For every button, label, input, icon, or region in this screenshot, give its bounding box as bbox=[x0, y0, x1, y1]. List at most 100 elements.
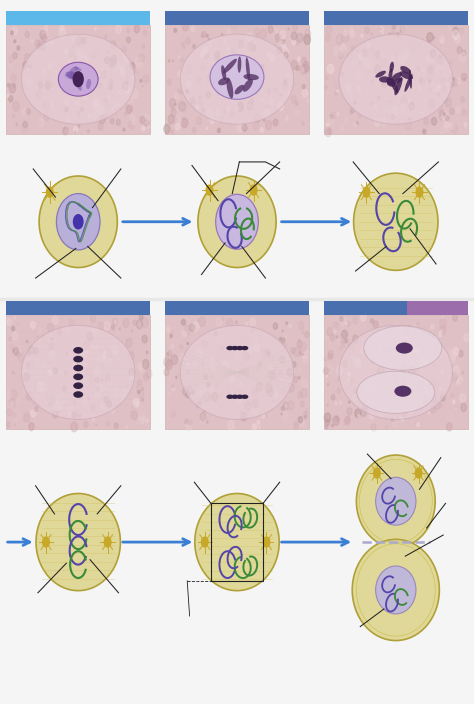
Circle shape bbox=[396, 32, 399, 37]
Circle shape bbox=[448, 77, 455, 87]
Circle shape bbox=[27, 375, 30, 378]
Circle shape bbox=[362, 50, 367, 57]
Ellipse shape bbox=[339, 34, 453, 124]
Circle shape bbox=[423, 400, 426, 405]
Circle shape bbox=[92, 111, 97, 119]
Circle shape bbox=[455, 407, 457, 410]
Circle shape bbox=[175, 327, 176, 329]
Circle shape bbox=[7, 319, 11, 326]
Circle shape bbox=[201, 363, 204, 367]
Circle shape bbox=[140, 63, 144, 70]
Circle shape bbox=[192, 322, 199, 332]
Circle shape bbox=[434, 346, 441, 355]
Circle shape bbox=[419, 358, 425, 367]
Circle shape bbox=[231, 47, 236, 54]
Circle shape bbox=[451, 372, 457, 382]
Circle shape bbox=[254, 367, 258, 374]
Circle shape bbox=[43, 537, 49, 547]
Circle shape bbox=[216, 318, 222, 327]
Circle shape bbox=[455, 406, 458, 410]
Circle shape bbox=[346, 400, 352, 408]
Circle shape bbox=[387, 101, 392, 108]
Ellipse shape bbox=[375, 70, 386, 77]
Circle shape bbox=[37, 382, 43, 391]
Circle shape bbox=[169, 393, 170, 395]
Circle shape bbox=[415, 355, 420, 363]
Circle shape bbox=[353, 316, 358, 324]
Circle shape bbox=[327, 404, 328, 406]
Ellipse shape bbox=[356, 455, 435, 548]
Circle shape bbox=[388, 349, 389, 351]
Circle shape bbox=[109, 84, 112, 90]
Circle shape bbox=[256, 382, 262, 391]
Circle shape bbox=[65, 130, 68, 134]
Circle shape bbox=[375, 51, 380, 58]
Circle shape bbox=[275, 34, 279, 40]
Circle shape bbox=[429, 381, 435, 389]
Circle shape bbox=[395, 53, 396, 56]
Circle shape bbox=[28, 375, 30, 376]
Circle shape bbox=[347, 54, 353, 62]
Circle shape bbox=[350, 111, 352, 115]
Circle shape bbox=[69, 58, 73, 63]
Circle shape bbox=[270, 367, 273, 371]
Circle shape bbox=[453, 400, 455, 403]
Circle shape bbox=[380, 26, 383, 32]
Circle shape bbox=[401, 105, 405, 113]
Circle shape bbox=[99, 363, 103, 370]
Circle shape bbox=[9, 84, 16, 93]
Circle shape bbox=[45, 25, 48, 30]
Bar bbox=[6, 315, 151, 429]
Circle shape bbox=[104, 322, 110, 330]
Circle shape bbox=[282, 338, 285, 343]
Circle shape bbox=[62, 89, 65, 94]
Circle shape bbox=[29, 96, 30, 98]
Circle shape bbox=[259, 363, 261, 366]
Circle shape bbox=[413, 348, 419, 357]
Circle shape bbox=[199, 401, 201, 404]
Circle shape bbox=[390, 66, 392, 69]
Circle shape bbox=[335, 34, 340, 42]
Circle shape bbox=[60, 64, 62, 67]
Circle shape bbox=[252, 408, 257, 416]
Circle shape bbox=[137, 379, 142, 386]
Circle shape bbox=[140, 116, 145, 123]
Ellipse shape bbox=[73, 356, 83, 363]
Circle shape bbox=[46, 40, 49, 46]
Circle shape bbox=[126, 360, 127, 363]
Bar bbox=[6, 25, 151, 134]
Circle shape bbox=[26, 64, 30, 70]
Circle shape bbox=[355, 122, 358, 125]
Circle shape bbox=[56, 398, 59, 402]
Circle shape bbox=[301, 68, 304, 72]
Circle shape bbox=[68, 118, 74, 127]
Circle shape bbox=[29, 346, 34, 354]
Ellipse shape bbox=[354, 173, 438, 270]
Circle shape bbox=[210, 357, 217, 367]
Circle shape bbox=[265, 120, 272, 130]
Circle shape bbox=[142, 127, 145, 131]
Circle shape bbox=[280, 30, 286, 39]
Circle shape bbox=[224, 41, 225, 43]
Circle shape bbox=[275, 29, 278, 33]
Circle shape bbox=[96, 425, 97, 426]
Circle shape bbox=[419, 379, 425, 387]
Circle shape bbox=[174, 28, 177, 32]
Circle shape bbox=[227, 319, 233, 328]
Circle shape bbox=[185, 325, 190, 332]
Circle shape bbox=[366, 68, 370, 75]
Circle shape bbox=[256, 33, 259, 38]
Circle shape bbox=[440, 38, 444, 42]
Circle shape bbox=[50, 37, 55, 45]
Circle shape bbox=[389, 325, 390, 326]
Circle shape bbox=[364, 345, 365, 347]
Circle shape bbox=[325, 425, 328, 429]
Bar bbox=[6, 301, 151, 315]
Circle shape bbox=[337, 337, 343, 345]
Circle shape bbox=[301, 65, 307, 74]
Circle shape bbox=[281, 387, 285, 393]
Circle shape bbox=[356, 393, 362, 401]
Bar bbox=[323, 301, 407, 315]
Circle shape bbox=[14, 316, 16, 320]
Circle shape bbox=[354, 122, 356, 127]
